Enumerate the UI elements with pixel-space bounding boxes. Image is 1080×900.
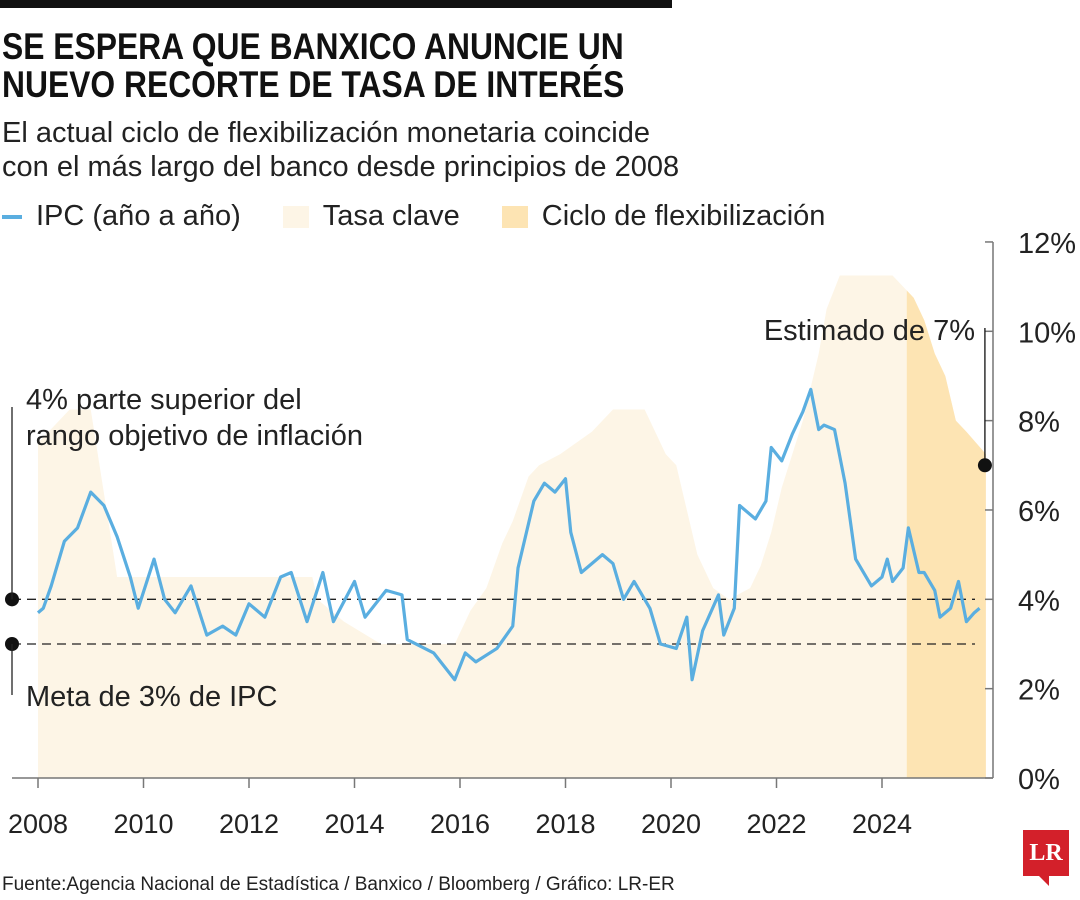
reference-label-line: rango objetivo de inflación <box>26 420 363 452</box>
estimate-dot <box>977 458 992 473</box>
legend-item-ipc: IPC (año a año) <box>2 200 241 233</box>
y-tick-label: 4% <box>1018 585 1060 617</box>
legend-label: Ciclo de flexibilización <box>541 200 826 232</box>
legend-swatch <box>501 205 528 228</box>
legend-swatch <box>2 214 22 219</box>
y-tick-label: 10% <box>1018 317 1076 349</box>
y-tick-label: 2% <box>1018 675 1060 707</box>
chart-subtitle: El actual ciclo de flexibilización monet… <box>2 116 679 184</box>
reference-label-line: 4% parte superior del <box>26 384 302 416</box>
y-tick-label: 6% <box>1018 496 1060 528</box>
y-tick-label: 8% <box>1018 407 1060 439</box>
title-line: SE ESPERA QUE BANXICO ANUNCIE UN <box>2 26 624 67</box>
y-tick-label: 12% <box>1018 228 1076 260</box>
tasa-clave-area <box>38 275 986 778</box>
legend-swatch <box>282 205 309 228</box>
x-tick-label: 2022 <box>746 809 806 839</box>
title-line: NUEVO RECORTE DE TASA DE INTERÉS <box>2 64 625 105</box>
x-tick-label: 2024 <box>852 809 912 839</box>
ipc-line <box>36 387 981 682</box>
source-note: Fuente:Agencia Nacional de Estadística /… <box>2 874 675 895</box>
annotation-label: Estimado de 7% <box>764 315 975 347</box>
legend: IPC (año a año) Tasa clave Ciclo de flex… <box>2 200 867 233</box>
legend-label: IPC (año a año) <box>36 200 241 232</box>
y-tick-label: 0% <box>1018 764 1060 796</box>
reference-label: Meta de 3% de IPC <box>26 681 277 713</box>
x-tick-label: 2010 <box>113 809 173 839</box>
subtitle-line: con el más largo del banco desde princip… <box>2 151 680 183</box>
lr-logo: LR <box>1023 830 1069 886</box>
subtitle-line: El actual ciclo de flexibilización monet… <box>2 117 650 149</box>
top-bar <box>0 0 672 8</box>
legend-item-tasa: Tasa clave <box>282 200 460 233</box>
x-tick-label: 2018 <box>535 809 595 839</box>
x-tick-label: 2012 <box>219 809 279 839</box>
x-tick-label: 2014 <box>324 809 384 839</box>
chart-title: SE ESPERA QUE BANXICO ANUNCIE UN NUEVO R… <box>2 28 624 104</box>
x-tick-label: 2020 <box>641 809 701 839</box>
legend-label: Tasa clave <box>322 200 460 232</box>
x-tick-label: 2016 <box>430 809 490 839</box>
x-tick-label: 2008 <box>8 809 68 839</box>
legend-item-ciclo: Ciclo de flexibilización <box>501 200 826 233</box>
